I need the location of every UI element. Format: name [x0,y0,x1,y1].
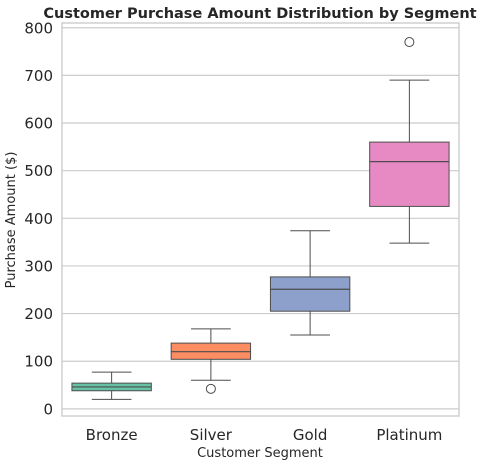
x-tick-label-silver: Silver [190,426,233,444]
plot-frame [61,22,460,417]
outlier-platinum-0 [404,37,415,48]
x-tick-label-platinum: Platinum [376,426,442,444]
box-bronze [71,371,152,400]
y-tick-label-500: 500 [24,162,53,180]
grid-layer [62,27,459,410]
y-tick-label-700: 700 [24,67,53,85]
x-axis-label: Customer Segment [197,446,323,461]
y-tick-label-0: 0 [43,400,53,418]
iqr-box-platinum [369,141,450,207]
y-tick-label-100: 100 [24,353,53,371]
y-tick-label-400: 400 [24,210,53,228]
y-tick-label-300: 300 [24,257,53,275]
box-platinum [369,37,450,244]
chart-title: Customer Purchase Amount Distribution by… [43,6,476,22]
x-tick-labels: Bronze Silver Gold Platinum [86,426,443,444]
y-axis-label: Purchase Amount ($) [4,152,19,289]
outlier-silver-0 [205,383,216,394]
x-tick-label-bronze: Bronze [86,426,138,444]
iqr-box-gold [269,276,351,312]
box-gold [269,230,351,336]
y-tick-label-600: 600 [24,115,53,133]
y-tick-label-200: 200 [24,305,53,323]
box-silver [170,328,252,394]
y-tick-label-800: 800 [24,19,53,37]
x-tick-label-gold: Gold [293,426,328,444]
y-tick-labels: 0 100 200 300 400 500 600 700 800 [24,19,53,418]
boxes-layer [71,37,450,400]
